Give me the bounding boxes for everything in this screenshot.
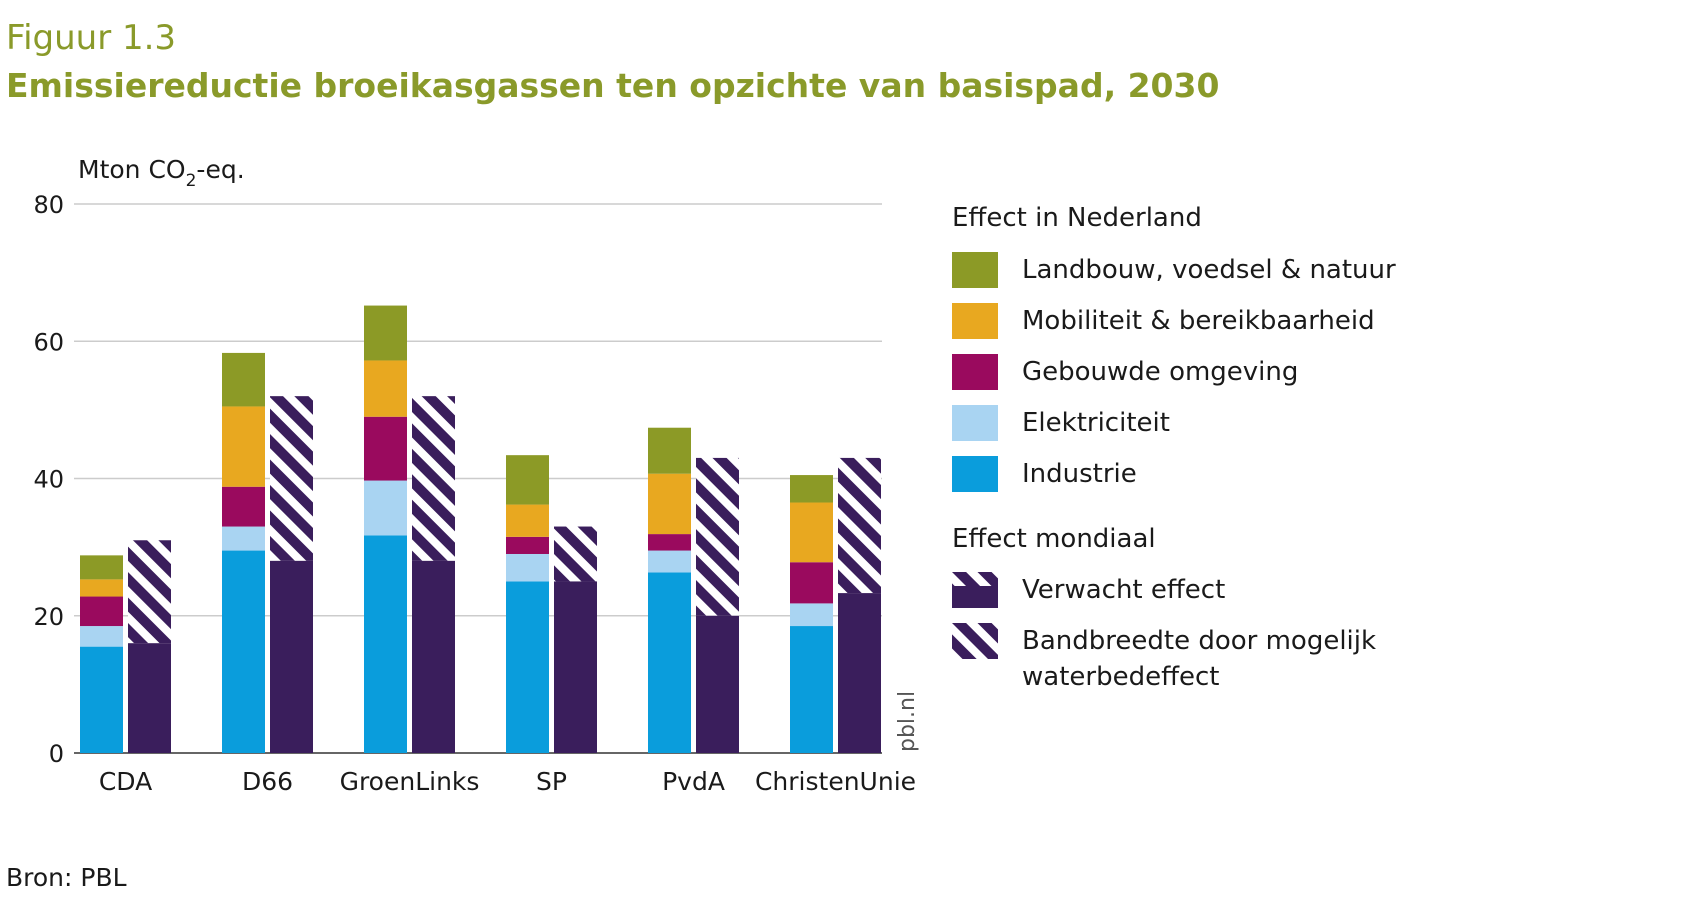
bar-bandbreedte-sp <box>554 526 597 582</box>
y-axis-label-subscript: 2 <box>186 171 197 191</box>
bar-bandbreedte-groenlinks <box>412 396 455 561</box>
bar-industrie-sp <box>506 581 549 753</box>
legend-label-verwacht: Verwacht effect <box>1022 575 1226 605</box>
bar-landbouw-groenlinks <box>364 305 407 361</box>
legend-swatch-gebouwd <box>952 354 998 390</box>
bar-landbouw-d66 <box>222 352 265 407</box>
legend-label-mobiliteit: Mobiliteit & bereikbaarheid <box>1022 306 1375 336</box>
bar-verwacht-cda <box>128 643 171 753</box>
x-tick-label-cda: CDA <box>99 767 152 796</box>
x-tick-label-pvda: PvdA <box>662 767 725 796</box>
y-axis-label-part2: -eq. <box>196 155 244 184</box>
x-tick-label-groenlinks: GroenLinks <box>340 767 480 796</box>
bar-gebouwd-cda <box>80 596 123 627</box>
legend-heading-mondiaal: Effect mondiaal <box>952 524 1156 554</box>
x-tick-label-sp: SP <box>536 767 567 796</box>
bar-industrie-christenunie <box>790 626 833 753</box>
legend-swatch-industrie <box>952 456 998 492</box>
bar-verwacht-groenlinks <box>412 560 455 753</box>
bar-elektriciteit-d66 <box>222 526 265 551</box>
legend-swatch-verwacht <box>952 572 998 608</box>
bar-landbouw-cda <box>80 555 123 580</box>
bar-industrie-cda <box>80 646 123 753</box>
y-axis-label-part1: Mton CO <box>78 155 186 184</box>
bar-mobiliteit-groenlinks <box>364 360 407 417</box>
bar-elektriciteit-cda <box>80 626 123 647</box>
bar-mobiliteit-pvda <box>648 473 691 535</box>
legend-label-landbouw: Landbouw, voedsel & natuur <box>1022 255 1396 285</box>
bar-industrie-groenlinks <box>364 535 407 753</box>
bar-gebouwd-christenunie <box>790 562 833 604</box>
y-tick-label-20: 20 <box>33 603 64 631</box>
bar-gebouwd-groenlinks <box>364 416 407 481</box>
bar-gebouwd-sp <box>506 536 549 554</box>
bar-mobiliteit-christenunie <box>790 502 833 563</box>
legend-swatch-mobiliteit <box>952 303 998 339</box>
bar-mobiliteit-d66 <box>222 406 265 487</box>
figure-title: Emissiereductie broeikasgassen ten opzic… <box>6 66 1220 105</box>
bar-elektriciteit-pvda <box>648 550 691 573</box>
bar-landbouw-christenunie <box>790 475 833 503</box>
bar-landbouw-sp <box>506 455 549 505</box>
bar-industrie-d66 <box>222 550 265 753</box>
bar-elektriciteit-christenunie <box>790 603 833 627</box>
bar-verwacht-d66 <box>270 560 313 753</box>
bar-verwacht-pvda <box>696 615 739 753</box>
y-tick-label-80: 80 <box>33 191 64 219</box>
bar-mobiliteit-cda <box>80 579 123 597</box>
legend-label-elektriciteit: Elektriciteit <box>1022 408 1170 438</box>
x-tick-label-d66: D66 <box>242 767 293 796</box>
source-note: Bron: PBL <box>6 863 127 892</box>
bar-bandbreedte-cda <box>128 540 171 644</box>
y-axis-label: Mton CO2-eq. <box>78 155 245 191</box>
bar-elektriciteit-groenlinks <box>364 480 407 536</box>
legend-swatch-bandbreedte <box>952 623 998 659</box>
y-tick-label-0: 0 <box>49 740 64 768</box>
figure-label: Figuur 1.3 <box>6 18 177 58</box>
x-tick-label-christenunie: ChristenUnie <box>755 767 916 796</box>
y-tick-label-40: 40 <box>33 466 64 494</box>
legend-label-gebouwd: Gebouwde omgeving <box>1022 357 1299 387</box>
bar-bandbreedte-d66 <box>270 396 313 561</box>
bar-gebouwd-d66 <box>222 486 265 527</box>
legend-swatch-landbouw <box>952 252 998 288</box>
legend-swatch-elektriciteit <box>952 405 998 441</box>
watermark: pbl.nl <box>895 691 920 752</box>
y-tick-label-60: 60 <box>33 328 64 356</box>
bar-bandbreedte-christenunie <box>838 457 881 594</box>
bar-landbouw-pvda <box>648 427 691 474</box>
legend-heading-nl: Effect in Nederland <box>952 203 1202 233</box>
bar-bandbreedte-pvda <box>696 457 739 616</box>
bar-mobiliteit-sp <box>506 504 549 537</box>
bar-elektriciteit-sp <box>506 553 549 582</box>
bar-industrie-pvda <box>648 572 691 753</box>
bar-verwacht-sp <box>554 581 597 753</box>
bar-gebouwd-pvda <box>648 534 691 551</box>
legend-label-bandbreedte: Bandbreedte door mogelijk waterbedeffect <box>1022 626 1377 692</box>
bar-verwacht-christenunie <box>838 593 881 753</box>
legend-label-industrie: Industrie <box>1022 459 1137 489</box>
